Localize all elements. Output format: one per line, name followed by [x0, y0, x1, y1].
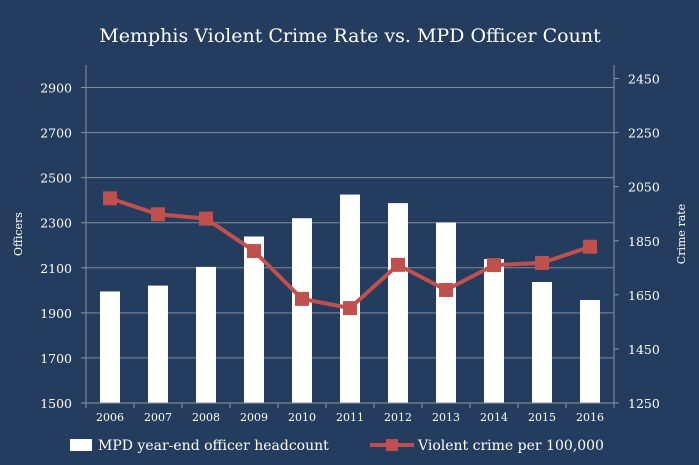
y-tick-label: 1700	[40, 351, 72, 366]
y-tick-label: 2700	[40, 126, 72, 141]
chart-title: Memphis Violent Crime Rate vs. MPD Offic…	[99, 25, 601, 47]
bar	[196, 266, 216, 403]
y-tick-label: 2300	[40, 216, 72, 231]
line-marker	[439, 282, 453, 297]
y-tick-label: 1900	[40, 306, 72, 321]
x-tick-label: 2007	[144, 411, 172, 424]
y-tick-label: 1500	[40, 396, 72, 411]
y2-axis-label: Crime rate	[675, 204, 688, 264]
bar	[388, 203, 408, 403]
line-marker	[583, 239, 597, 254]
line-marker	[487, 258, 501, 273]
bar	[580, 300, 600, 403]
bar	[244, 236, 264, 403]
x-tick-label: 2011	[336, 411, 364, 424]
bar	[436, 222, 456, 403]
y2-tick-label: 1250	[628, 396, 660, 411]
x-tick-label: 2010	[288, 411, 316, 424]
axes: 1500 1700 1900 2100 2300 2500 2700 2900 1250 1450…	[40, 65, 660, 424]
x-tick-label: 2014	[480, 411, 508, 424]
y-tick-label: 2500	[40, 171, 72, 186]
y-tick-label: 2100	[40, 261, 72, 276]
y-tick-label: 2900	[40, 81, 72, 96]
line-marker	[343, 301, 357, 316]
legend-bar-label: MPD year-end officer headcount	[98, 438, 329, 454]
legend-bar-swatch	[70, 439, 92, 451]
y2-tick-label: 2450	[628, 72, 660, 87]
y2-tick-label: 2250	[628, 126, 660, 141]
line-marker	[391, 257, 405, 272]
y-axis-label: Officers	[12, 212, 25, 256]
bar	[532, 281, 552, 403]
bar	[292, 218, 312, 403]
x-tick-label: 2006	[96, 411, 124, 424]
legend: MPD year-end officer headcount Violent c…	[70, 438, 604, 454]
bar	[340, 194, 360, 403]
bar-series	[100, 194, 600, 403]
bar	[100, 291, 120, 403]
line-marker	[103, 191, 117, 206]
legend-line-marker	[386, 439, 398, 451]
legend-line-label: Violent crime per 100,000	[417, 438, 604, 454]
bar	[484, 259, 504, 403]
y2-tick-label: 2050	[628, 180, 660, 195]
y2-tick-label: 1650	[628, 288, 660, 303]
bar	[148, 285, 168, 403]
x-tick-label: 2008	[192, 411, 220, 424]
line-marker	[535, 255, 549, 270]
y2-tick-label: 1850	[628, 234, 660, 249]
x-tick-label: 2012	[384, 411, 412, 424]
x-tick-label: 2016	[576, 411, 604, 424]
line-marker	[247, 244, 261, 259]
line-marker	[295, 291, 309, 306]
x-tick-label: 2009	[240, 411, 268, 424]
x-tick-label: 2013	[432, 411, 460, 424]
line-marker	[199, 211, 213, 226]
x-tick-label: 2015	[528, 411, 556, 424]
y2-tick-label: 1450	[628, 342, 660, 357]
line-marker	[151, 207, 165, 222]
line-series	[103, 191, 597, 316]
